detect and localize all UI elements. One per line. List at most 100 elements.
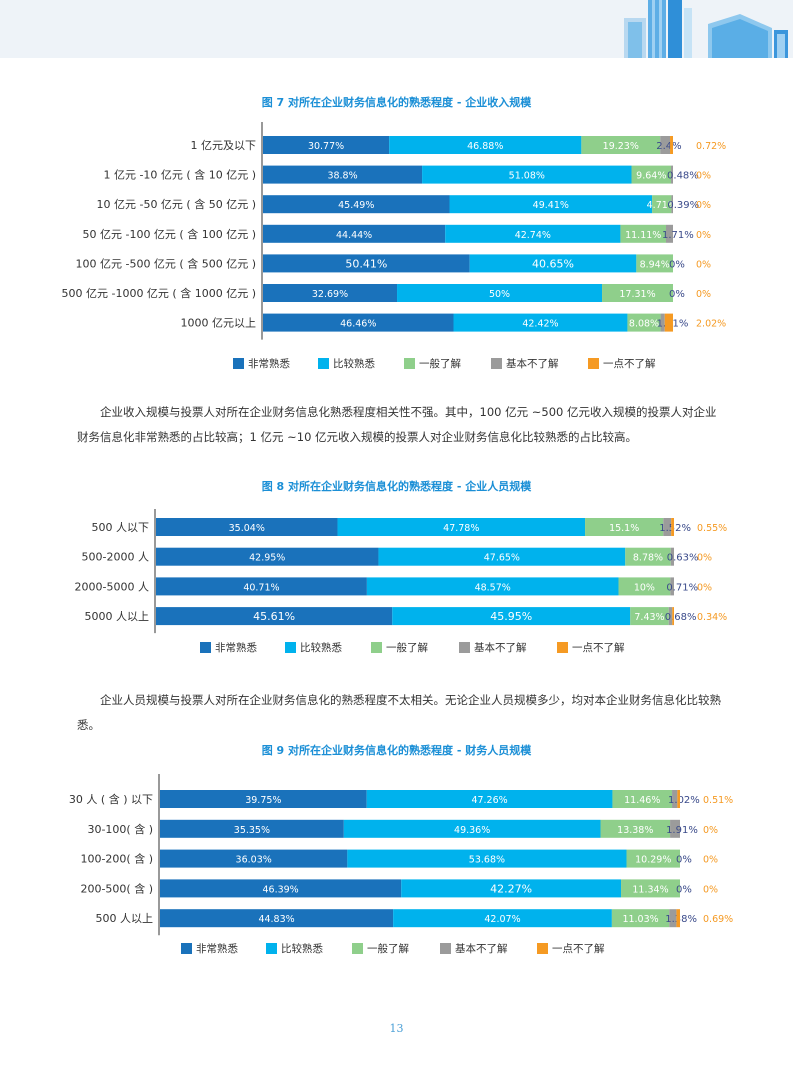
legend-label: 一点不了解 [552, 942, 605, 955]
legend-swatch [285, 642, 296, 653]
bar-segment [621, 879, 680, 898]
bar-segment [263, 254, 470, 273]
legend-label: 基本不了解 [506, 357, 559, 370]
data-label: 0% [696, 259, 711, 270]
bar-segment [676, 909, 680, 928]
data-label: 0% [703, 825, 718, 836]
bar-segment [665, 224, 673, 243]
legend-swatch [181, 943, 192, 954]
category-label: 10 亿元 -50 亿元 ( 含 50 亿元 ) [96, 197, 256, 211]
data-label: 0% [676, 855, 692, 866]
data-label: 0.72% [696, 141, 726, 152]
data-label: 39.75% [245, 795, 281, 806]
data-label: 0.63% [667, 553, 699, 564]
bar-segment [263, 284, 398, 302]
bar-segment [600, 819, 671, 838]
bar-segment [366, 577, 619, 596]
chart8-staff-scale: 500 人以下 35.04% 47.78% 15.1% 1.52% 0.55% 500-20… [75, 509, 727, 654]
legend-label: 一点不了解 [603, 357, 656, 370]
data-label: 51.08% [509, 171, 545, 182]
bar-segment [660, 136, 671, 154]
data-label: 0% [669, 289, 685, 300]
bar-segment [602, 284, 673, 302]
bar-segment [672, 607, 674, 626]
bar-segment [636, 254, 673, 273]
category-label: 500 亿元 -1000 亿元 ( 含 1000 亿元 ) [61, 286, 256, 300]
data-label: 46.46% [340, 319, 376, 330]
category-label: 5000 人以上 [85, 610, 150, 623]
bar-segment [156, 607, 393, 626]
legend-swatch [459, 642, 470, 653]
legend-swatch [352, 943, 363, 954]
data-label: 40.65% [532, 257, 574, 270]
data-label: 0% [703, 855, 718, 866]
data-label: 36.03% [236, 855, 272, 866]
bar-segment [664, 313, 673, 332]
category-label: 500-2000 人 [82, 551, 149, 564]
data-label: 0.34% [697, 612, 727, 623]
category-label: 100 亿元 -500 亿元 ( 含 500 亿元 ) [75, 256, 256, 270]
data-label: 47.26% [471, 795, 507, 806]
data-label: 47.78% [443, 523, 479, 534]
bar-segment [160, 819, 344, 838]
paragraph-revenue: 企业收入规模与投票人对所在企业财务信息化熟悉程度相关性不强。其中，100 亿元 … [77, 405, 717, 444]
bar-segment [671, 518, 674, 536]
bar-segment [389, 136, 582, 154]
legend-label: 一般了解 [419, 357, 461, 370]
data-label: 1.38% [665, 914, 697, 925]
data-label: 10% [634, 582, 655, 593]
category-label: 1000 亿元以上 [181, 317, 257, 330]
chart7-title: 图 7 对所在企业财务信息化的熟悉程度 - 企业收入规模 [261, 96, 532, 109]
legend-swatch [440, 943, 451, 954]
data-label: 35.35% [234, 825, 270, 836]
data-label: 0% [676, 884, 692, 895]
bar-segment [393, 909, 612, 928]
data-label: 11.34% [632, 884, 668, 895]
legend-swatch [318, 358, 329, 369]
bar-segment [397, 284, 603, 302]
data-label: 0.55% [697, 523, 727, 534]
bar-segment [672, 790, 678, 808]
bar-segment [671, 165, 673, 184]
bar-segment [677, 790, 680, 808]
legend-swatch [371, 642, 382, 653]
data-label: 1.02% [668, 795, 700, 806]
bar-segment [160, 879, 402, 898]
legend-label: 非常熟悉 [215, 641, 257, 654]
chart7-revenue-scale: 1 亿元及以下 30.77% 46.88% 19.23% 2.4% 0.72% 1 亿元 -… [61, 122, 726, 370]
data-label: 42.74% [515, 230, 551, 241]
category-label: 200-500( 含 ) [80, 881, 153, 895]
bar-segment [631, 165, 672, 184]
bar-segment [160, 909, 394, 928]
bar-segment [449, 195, 653, 214]
bar-segment [585, 518, 664, 536]
legend-label: 基本不了解 [455, 942, 508, 955]
bar-segment [378, 547, 626, 566]
data-label: 8.94% [640, 259, 670, 270]
legend-swatch [588, 358, 599, 369]
bar-segment [625, 547, 671, 566]
data-label: 0.48% [667, 171, 699, 182]
bar-segment [337, 518, 586, 536]
data-label: 10.29% [635, 855, 671, 866]
bar-segment [453, 313, 628, 332]
legend-label: 基本不了解 [474, 641, 527, 654]
data-label: 0.69% [703, 914, 733, 925]
bar-segment [422, 165, 632, 184]
bar-segment [343, 819, 601, 838]
bar-segment [670, 136, 673, 154]
data-label: 38.8% [327, 171, 357, 182]
data-label: 30.77% [308, 141, 344, 152]
legend-swatch [266, 943, 277, 954]
page-number: 13 [389, 1022, 404, 1035]
bar-segment [660, 313, 665, 332]
data-label: 11.11% [625, 230, 661, 241]
bar-segment [263, 195, 450, 214]
legend-swatch [233, 358, 244, 369]
data-label: 8.78% [633, 553, 663, 564]
data-label: 11.03% [622, 914, 658, 925]
data-label: 44.83% [258, 914, 294, 925]
category-label: 500 人以上 [96, 912, 154, 925]
legend-label: 比较熟悉 [300, 641, 342, 654]
legend-label: 一点不了解 [572, 641, 625, 654]
